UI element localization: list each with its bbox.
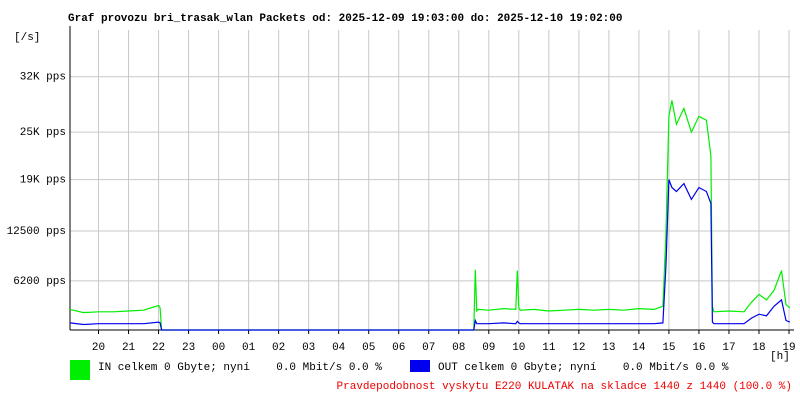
x-tick-label: 00 [212,342,225,354]
x-axis-label: [h] [770,351,790,363]
x-tick-label: 02 [272,342,285,354]
x-tick-label: 18 [752,342,765,354]
x-tick-label: 14 [632,342,646,354]
x-tick-label: 08 [452,342,465,354]
x-tick-label: 06 [392,342,405,354]
x-tick-label: 16 [692,342,705,354]
x-tick-label: 11 [542,342,556,354]
y-tick-label: 19K pps [20,175,66,187]
x-tick-label: 04 [332,342,346,354]
x-tick-label: 07 [422,342,435,354]
x-tick-label: 15 [662,342,675,354]
chart-title: Graf provozu bri_trasak_wlan Packets od:… [68,13,623,25]
x-tick-label: 10 [512,342,525,354]
x-tick-label: 13 [602,342,615,354]
legend-label: IN celkem 0 Gbyte; nyní 0.0 Mbit/s 0.0 % [98,362,382,374]
x-tick-label: 05 [362,342,375,354]
series-line [69,179,791,331]
x-tick-label: 09 [482,342,495,354]
x-tick-label: 20 [92,342,105,354]
annotation: Pravdepodobnost vyskytu E220 KULATAK na … [337,381,792,393]
y-axis-label: [/s] [14,32,40,44]
y-tick-label: 6200 pps [13,276,66,288]
legend-swatch [70,360,90,380]
x-tick-label: 21 [122,342,136,354]
x-tick-label: 12 [572,342,585,354]
y-tick-label: 25K pps [20,127,66,139]
x-tick-label: 23 [182,342,195,354]
y-tick-label: 12500 pps [7,226,66,238]
legend-label: OUT celkem 0 Gbyte; nyní 0.0 Mbit/s 0.0 … [438,362,729,374]
x-tick-label: 17 [722,342,735,354]
x-tick-label: 01 [242,342,256,354]
y-tick-label: 32K pps [20,72,66,84]
legend-swatch [410,360,430,372]
x-tick-label: 22 [152,342,165,354]
x-tick-label: 19 [782,342,795,354]
series-line [69,100,791,331]
x-tick-label: 03 [302,342,315,354]
